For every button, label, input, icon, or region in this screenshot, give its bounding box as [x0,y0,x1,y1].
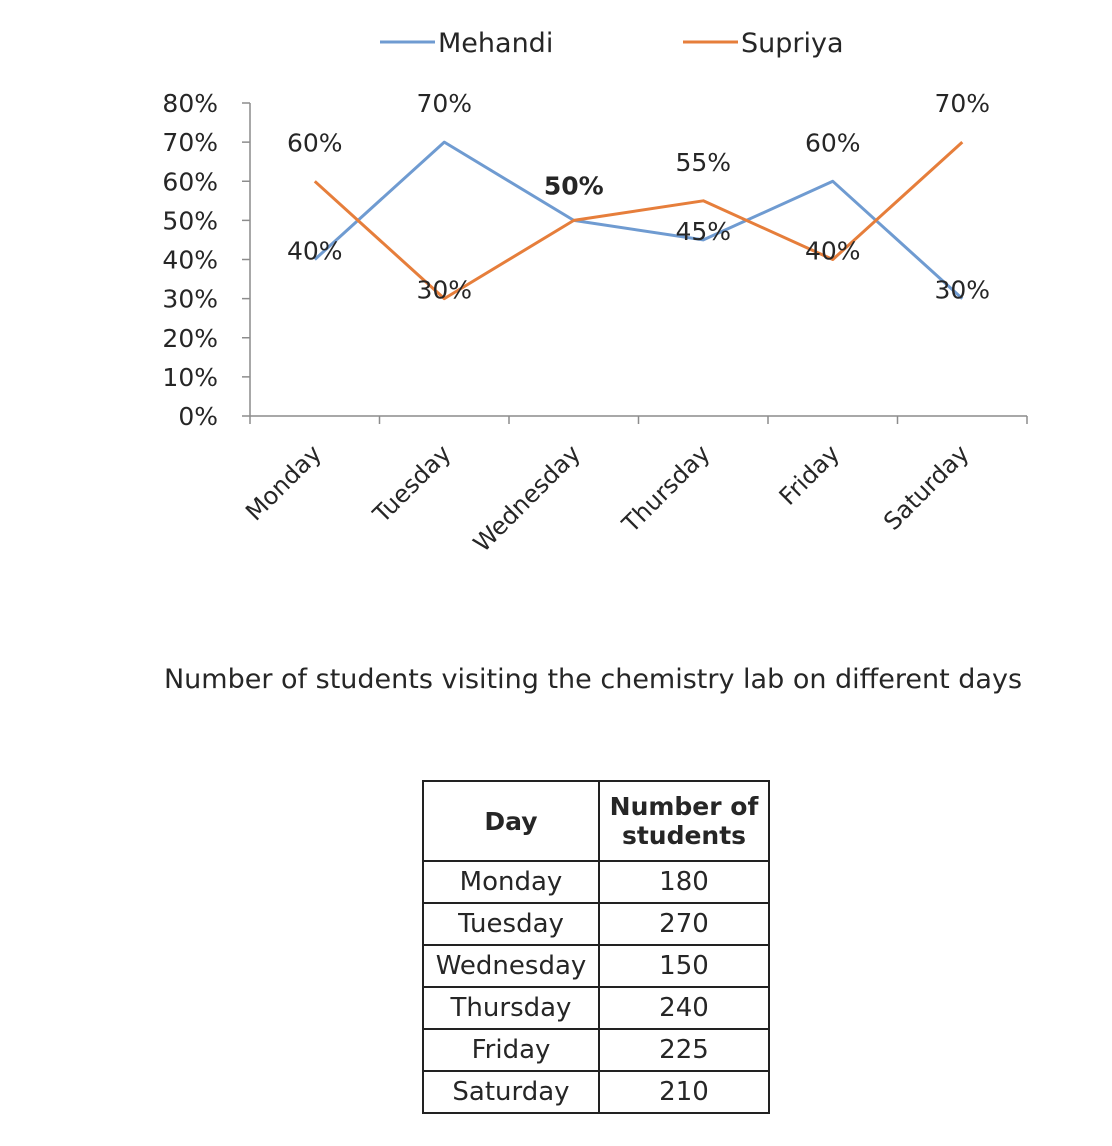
day-cell: Wednesday [422,944,600,988]
data-label: 45% [675,217,731,246]
y-tick-label: 40% [162,246,218,275]
day-cell: Tuesday [422,902,600,946]
students-table: Day Number of students Monday 180 Tuesda… [422,780,770,1114]
day-cell: Thursday [422,986,600,1030]
table-header-row: Day Number of students [422,780,770,862]
data-label: 40% [287,237,343,266]
data-label: 50% [544,171,604,200]
series-line [313,140,964,301]
line-chart: 0% 10% 20% 30% 40% 50% 60% 70% 80% Monday Tuesday W… [162,28,1028,557]
x-tick-label: Tuesday [367,439,457,529]
students-cell: 150 [598,944,770,988]
y-tick-label: 30% [162,285,218,314]
series-line [313,140,964,300]
data-label: 70% [416,89,472,118]
x-tick-label: Wednesday [468,439,586,557]
x-tick-label: Thursday [616,439,715,538]
data-label: 30% [416,276,472,305]
day-cell: Friday [422,1028,600,1072]
legend-label: Supriya [741,28,844,59]
legend-label: Mehandi [438,28,553,59]
students-cell: 210 [598,1070,770,1114]
table-row: Thursday 240 [422,986,770,1030]
y-tick-label: 70% [162,128,218,157]
column-header-day: Day [422,780,600,862]
table-row: Tuesday 270 [422,902,770,946]
y-tick-label: 10% [162,363,218,392]
table-row: Wednesday 150 [422,944,770,988]
data-label: 60% [805,128,861,157]
x-tick-label: Saturday [878,439,974,535]
day-cell: Saturday [422,1070,600,1114]
y-tick-label: 0% [178,402,218,431]
y-tick-label: 60% [162,167,218,196]
students-cell: 225 [598,1028,770,1072]
table-title: Number of students visiting the chemistr… [163,664,1023,695]
y-tick-label: 50% [162,206,218,235]
day-cell: Monday [422,860,600,904]
students-cell: 180 [598,860,770,904]
x-tick-label: Friday [774,439,845,510]
data-label: 40% [805,237,861,266]
data-label: 30% [934,276,990,305]
table-row: Friday 225 [422,1028,770,1072]
column-header-students: Number of students [598,780,770,862]
table-row: Saturday 210 [422,1070,770,1114]
data-label: 60% [287,128,343,157]
students-cell: 240 [598,986,770,1030]
students-cell: 270 [598,902,770,946]
data-label: 55% [675,148,731,177]
y-tick-label: 80% [162,89,218,118]
data-label: 70% [934,89,990,118]
y-tick-label: 20% [162,324,218,353]
table-row: Monday 180 [422,860,770,904]
x-tick-label: Monday [240,439,327,526]
